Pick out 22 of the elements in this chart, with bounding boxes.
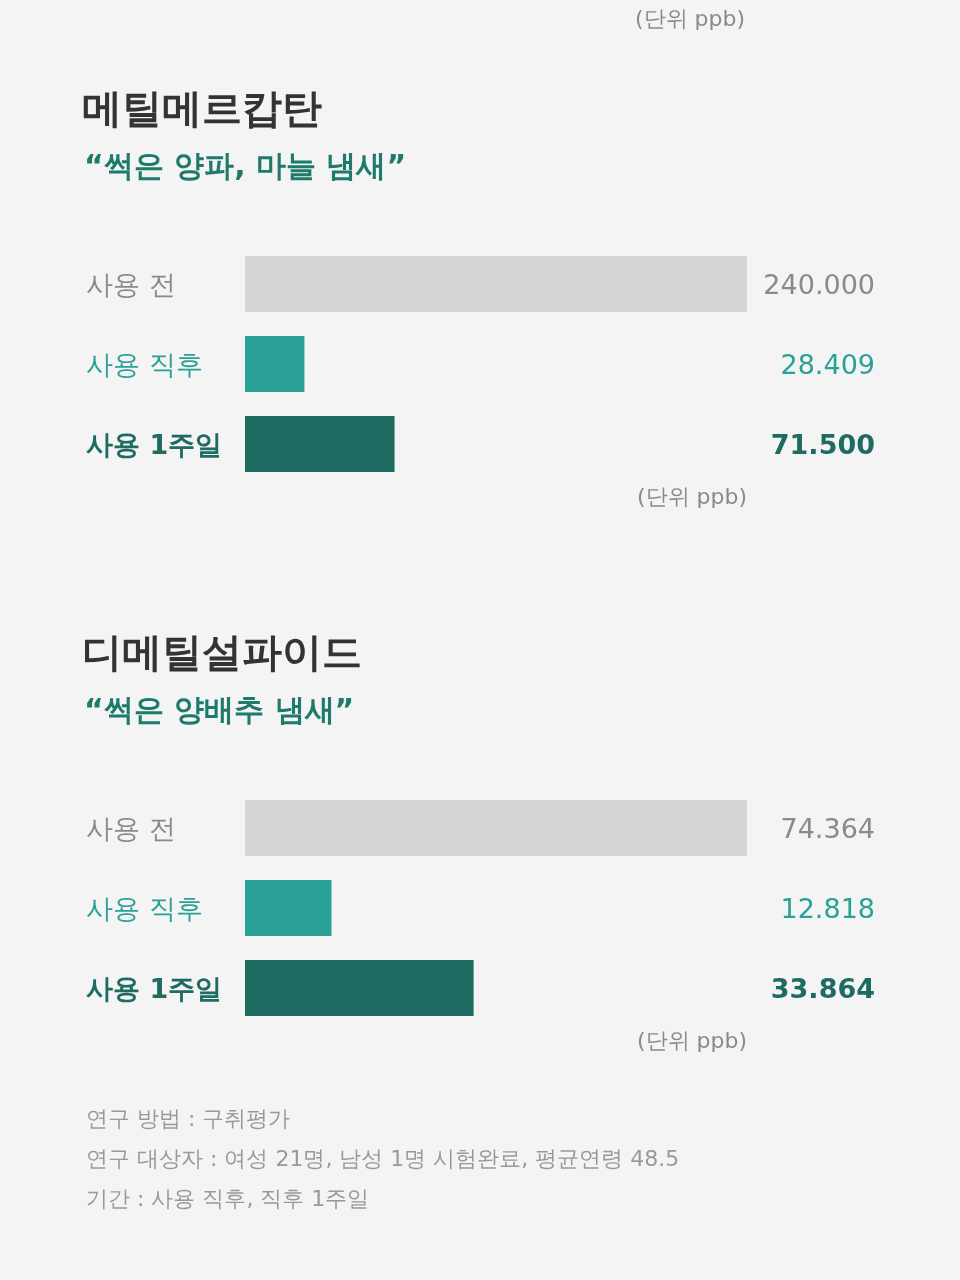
data-label: 71.500 <box>770 429 875 460</box>
text: 연구 방법 : 구취평가 <box>86 1106 291 1131</box>
chart-subtitle: “썩은 양파, 마늘 냄새” <box>84 148 407 183</box>
y-tick-label: 사용 직후 <box>86 349 203 380</box>
data-label: 240.000 <box>763 269 875 300</box>
data-label: 33.864 <box>770 973 875 1004</box>
y-tick-label: 사용 직후 <box>86 893 203 924</box>
y-tick-label: 사용 전 <box>86 269 176 300</box>
annotation: (단위 ppb) <box>636 1028 747 1053</box>
text: 연구 대상자 : 여성 21명, 남성 1명 시험완료, 평균연령 48.5 <box>86 1146 680 1171</box>
annotation: (단위 ppb) <box>636 484 747 509</box>
data-label: 74.364 <box>780 813 875 844</box>
chart-title: 디메틸설파이드 <box>82 629 362 675</box>
y-tick-label: 사용 전 <box>86 813 176 844</box>
data-label: 12.818 <box>780 893 875 924</box>
chart-subtitle: “썩은 양배추 냄새” <box>84 692 355 727</box>
y-tick-label: 사용 1주일 <box>86 973 223 1004</box>
y-tick-label: 사용 1주일 <box>86 429 223 460</box>
text: (단위 ppb) <box>634 6 745 31</box>
data-label: 28.409 <box>780 349 875 380</box>
text: 기간 : 사용 직후, 직후 1주일 <box>86 1186 370 1211</box>
chart-title: 메틸메르캅탄 <box>82 85 322 131</box>
